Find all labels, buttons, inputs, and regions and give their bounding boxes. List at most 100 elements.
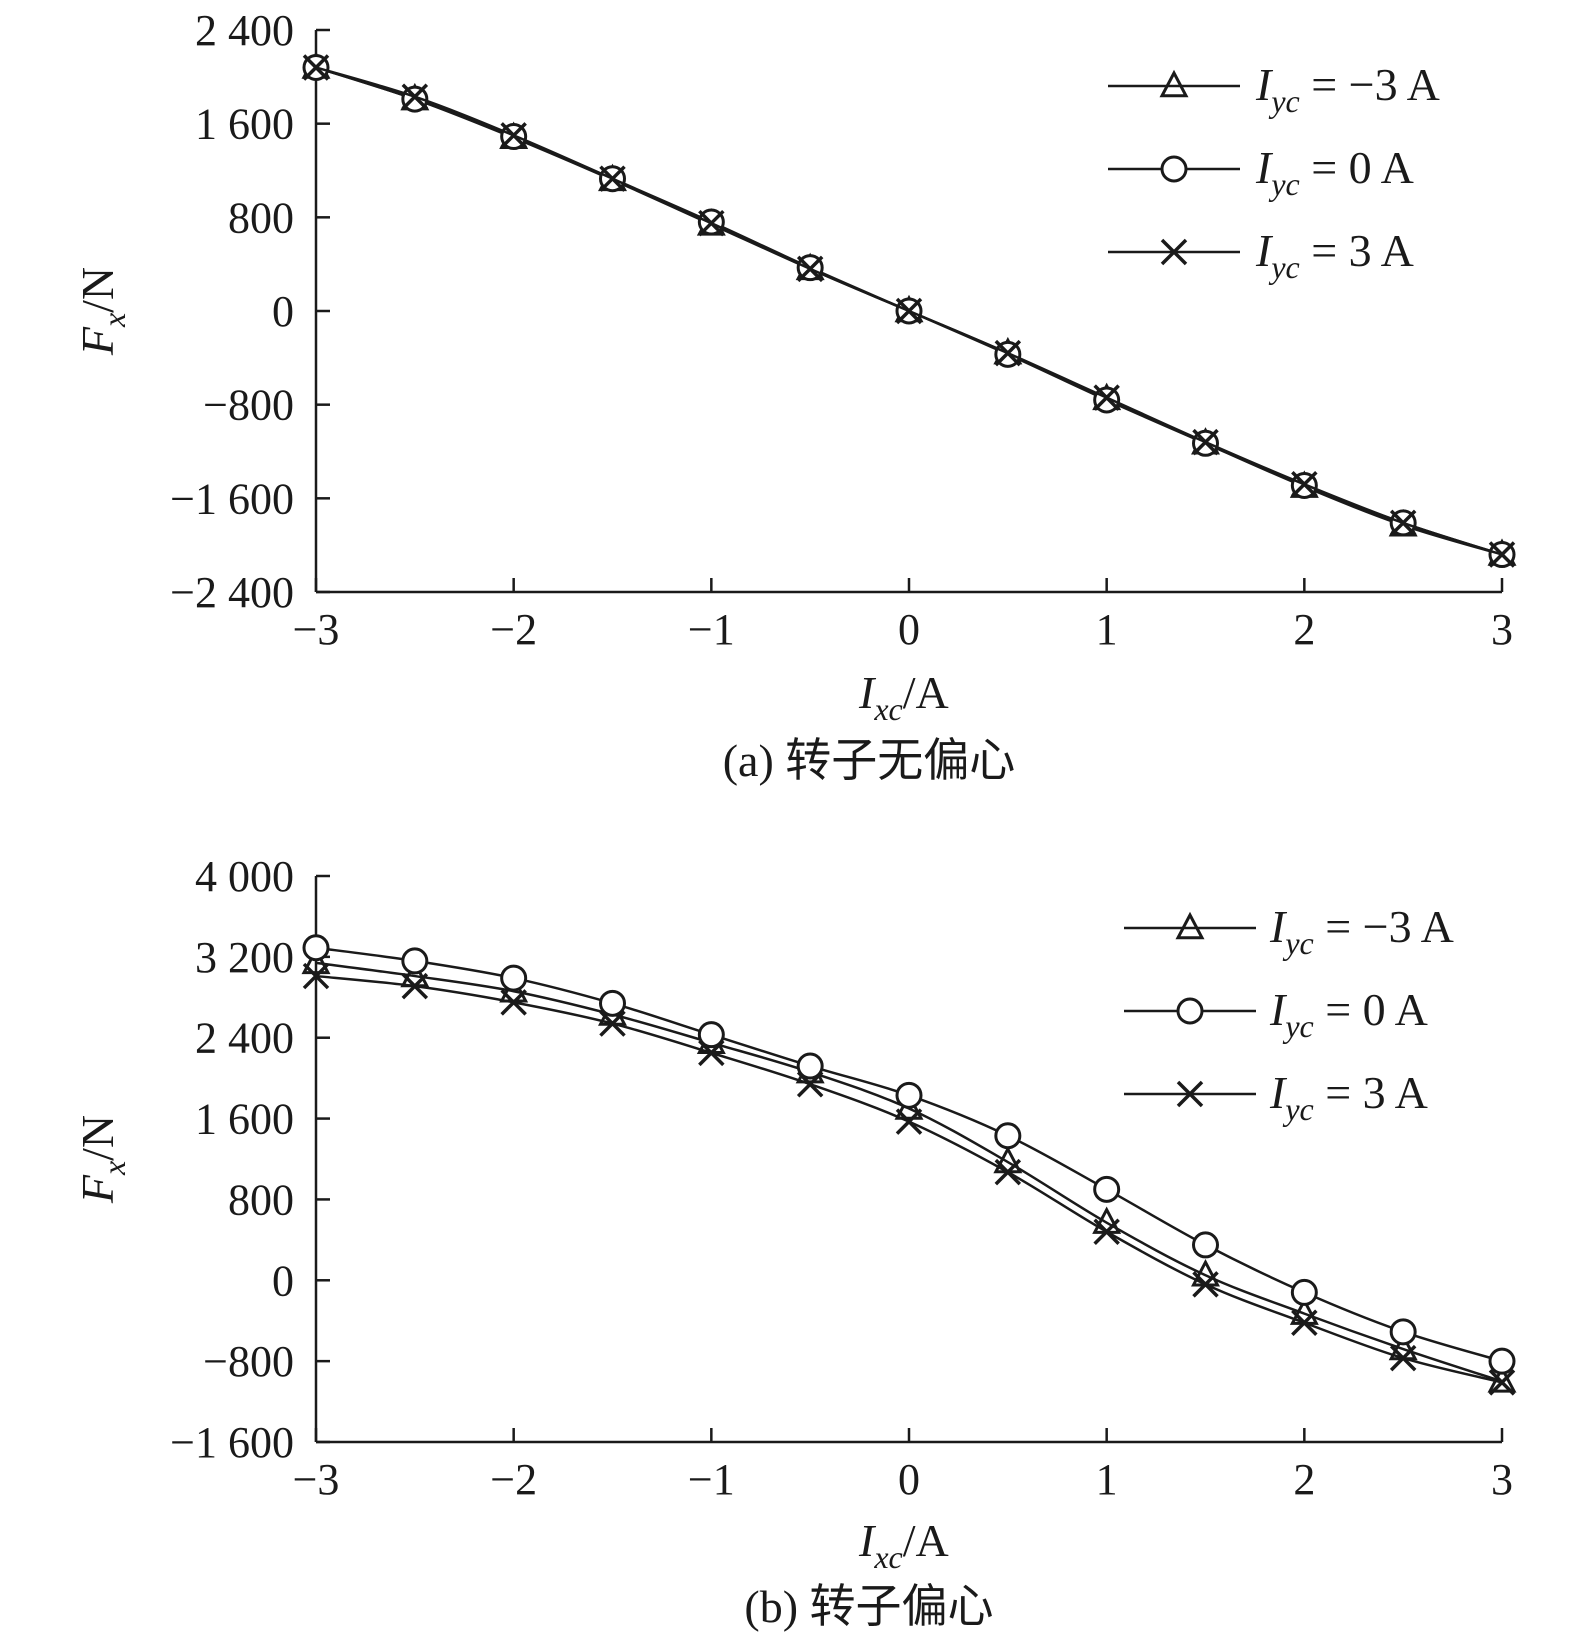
- data-point: [698, 1039, 725, 1067]
- y-axis-title-rest: /N: [72, 267, 123, 313]
- data-point: [796, 255, 824, 283]
- legend-entry: Iyc = −3 A: [1108, 59, 1440, 119]
- data-point: [994, 1158, 1022, 1186]
- y-axis-title-sub: x: [96, 313, 132, 328]
- data-point: [301, 946, 331, 975]
- x-tick-label: 1: [1096, 1455, 1118, 1504]
- legend-entry: Iyc = 3 A: [1124, 1067, 1428, 1127]
- legend-label-var: I: [1269, 901, 1288, 952]
- legend-label-sub: yc: [1282, 925, 1313, 961]
- legend-label: Iyc = 3 A: [1255, 225, 1414, 285]
- legend-label-var: I: [1269, 1067, 1288, 1118]
- y-tick-label: −1 600: [170, 474, 294, 523]
- x-tick-label: −1: [688, 1455, 735, 1504]
- data-point: [796, 1070, 824, 1098]
- legend-label: Iyc = −3 A: [1269, 901, 1454, 961]
- data-point: [994, 339, 1022, 367]
- data-point: [1093, 1218, 1120, 1246]
- legend-entry: Iyc = 0 A: [1108, 142, 1414, 202]
- data-point: [698, 209, 725, 237]
- legend-label-sub: yc: [1268, 166, 1299, 202]
- x-axis-title-rest: /A: [903, 1515, 949, 1566]
- data-point: [1389, 1344, 1417, 1372]
- data-point: [599, 1010, 626, 1037]
- legend-marker: [1176, 997, 1204, 1025]
- data-point: [1093, 384, 1120, 411]
- legend-label: Iyc = 0 A: [1269, 984, 1428, 1044]
- x-tick-label: 3: [1491, 605, 1513, 654]
- legend-label: Iyc = 0 A: [1255, 142, 1414, 202]
- legend-marker: [1175, 911, 1205, 940]
- data-point: [1488, 1347, 1516, 1375]
- y-tick-label: 2 400: [195, 6, 294, 55]
- data-point: [302, 962, 330, 990]
- y-tick-label: 2 400: [195, 1014, 294, 1063]
- x-tick-label: −3: [293, 605, 340, 654]
- legend-label-rest: = 0 A: [1300, 142, 1414, 193]
- data-point: [1488, 541, 1516, 568]
- x-tick-label: 3: [1491, 1455, 1513, 1504]
- legend-marker: [1159, 69, 1189, 98]
- legend-label-rest: = 3 A: [1314, 1067, 1428, 1118]
- data-point: [1093, 1175, 1121, 1203]
- legend-label-rest: = 0 A: [1314, 984, 1428, 1035]
- data-point: [401, 947, 429, 975]
- y-axis-title-group: Fx/N: [72, 1115, 132, 1204]
- legend-marker: [1160, 238, 1188, 266]
- x-tick-label: −3: [293, 1455, 340, 1504]
- legend-entry: Iyc = 3 A: [1108, 225, 1414, 285]
- data-point: [1291, 1309, 1318, 1336]
- x-tick-label: 0: [898, 1455, 920, 1504]
- data-point: [599, 989, 626, 1017]
- data-point: [697, 1021, 725, 1049]
- data-point: [994, 1122, 1022, 1150]
- x-axis-title-var: I: [858, 667, 877, 718]
- y-axis-title-sub: x: [96, 1161, 132, 1176]
- x-tick-label: −2: [490, 605, 537, 654]
- legend-label-sub: yc: [1282, 1091, 1313, 1127]
- series-cross: [302, 962, 1516, 1396]
- legend-label-sub: yc: [1282, 1008, 1313, 1044]
- data-point: [895, 1081, 923, 1109]
- data-point: [302, 934, 330, 962]
- legend-entry: Iyc = −3 A: [1124, 901, 1454, 961]
- y-tick-label: 1 600: [195, 1095, 294, 1144]
- x-tick-label: 0: [898, 605, 920, 654]
- x-axis-title-var: I: [858, 1515, 877, 1566]
- x-tick-label: −2: [490, 1455, 537, 1504]
- legend-marker: [1176, 1080, 1204, 1108]
- data-point: [1389, 1318, 1417, 1346]
- panel-caption: (b) 转子偏心: [744, 1581, 993, 1632]
- legend-label-rest: = −3 A: [1300, 59, 1440, 110]
- legend-label: Iyc = 3 A: [1269, 1067, 1428, 1127]
- y-axis-title: Fx/N: [72, 1115, 132, 1204]
- data-point: [599, 165, 626, 192]
- y-axis-title-group: Fx/N: [72, 267, 132, 356]
- legend-label-rest: = −3 A: [1314, 901, 1454, 952]
- y-tick-label: 4 000: [195, 852, 294, 901]
- y-tick-label: 0: [272, 287, 294, 336]
- series-circle: [302, 934, 1516, 1375]
- data-point: [1291, 471, 1318, 498]
- data-point: [1488, 1369, 1516, 1396]
- data-point: [1192, 1231, 1219, 1259]
- data-point: [1192, 428, 1219, 456]
- y-tick-label: 3 200: [195, 933, 294, 982]
- y-axis-title-rest: /N: [72, 1115, 123, 1161]
- x-tick-label: 1: [1096, 605, 1118, 654]
- legend-label-sub: yc: [1268, 249, 1299, 285]
- legend-label-var: I: [1255, 59, 1274, 110]
- legend-label-sub: yc: [1268, 83, 1299, 119]
- y-tick-label: 0: [272, 1256, 294, 1305]
- data-point: [895, 297, 923, 325]
- data-point: [895, 1108, 923, 1135]
- x-tick-label: −1: [688, 605, 735, 654]
- data-point: [500, 122, 527, 149]
- legend-entry: Iyc = 0 A: [1124, 984, 1428, 1044]
- legend-label-rest: = 3 A: [1300, 225, 1414, 276]
- data-point: [796, 1052, 824, 1080]
- x-axis-title-sub: xc: [873, 1539, 902, 1575]
- x-axis-title: Ixc/A: [858, 667, 949, 727]
- legend-label-var: I: [1269, 984, 1288, 1035]
